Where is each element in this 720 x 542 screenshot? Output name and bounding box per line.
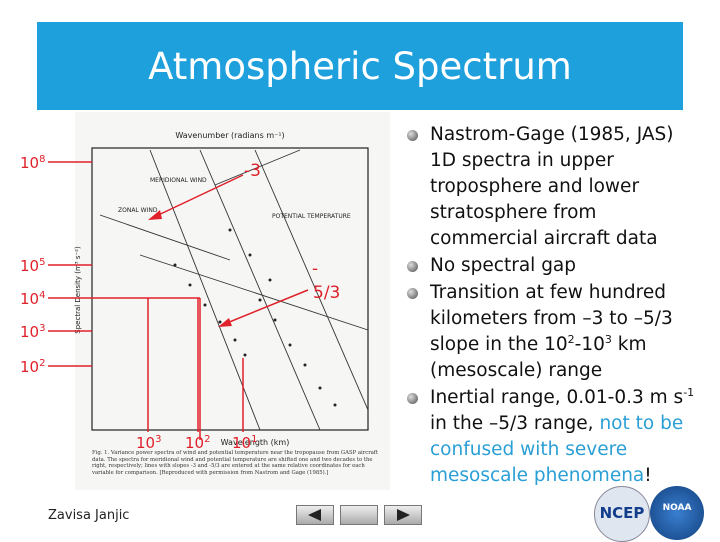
bullet-marker [407,261,418,272]
power-exponent: 5 [39,257,45,268]
arrow-head [218,318,232,327]
bullet-text: Nastrom-Gage (1985, JAS) 1D spectra in u… [430,124,674,249]
bullet-text: km (mesoscale) range [430,334,647,381]
power-label: 102 [20,358,45,376]
bullet-text: in the –5/3 range, [430,413,600,434]
highlight-text: not to be confused with severe mesoscale… [430,413,684,486]
plot-frame [91,147,369,431]
power-base: 10 [20,358,39,376]
power-label: 103 [20,323,45,341]
slope-label: - [312,259,318,279]
logo-text: NCEP [599,504,645,522]
power-exponent: 2 [39,358,45,369]
power-exponent: 4 [39,290,45,301]
home-button[interactable] [340,505,378,525]
data-points [173,228,337,407]
next-button[interactable] [384,505,422,525]
slide-title: Atmospheric Spectrum [148,44,572,88]
curve-label: ZONAL WIND [118,207,158,214]
power-base: 10 [20,323,39,341]
title-banner: Atmospheric Spectrum [37,22,683,110]
superscript: -1 [683,385,695,399]
author: Zavisa Janjic [48,508,130,523]
power-base: 10 [20,290,39,308]
power-label: 104 [20,290,45,308]
bullet: No spectral gap [405,253,705,279]
slope-label: -3 [244,161,261,181]
curve-label: POTENTIAL TEMPERATURE [272,213,351,220]
bullet-text: Transition at few hundred kilometers fro… [430,282,673,355]
ncep-logo: NCEP [594,486,650,542]
bullet-marker [407,393,418,404]
power-label: 103 [136,434,161,452]
power-exponent: 1 [251,434,257,445]
power-base: 10 [232,434,251,452]
bullet: Transition at few hundred kilometers fro… [405,280,705,384]
bottom-axis-label: Wavelength (km) [221,438,290,447]
bullet-text: Inertial range, 0.01-0.3 m s [430,387,684,408]
y-axis-label: Spectral Density (m³ s⁻²) [74,246,82,334]
logo-text: NOAA [662,503,692,513]
bullet-list: Nastrom-Gage (1985, JAS) 1D spectra in u… [405,122,705,490]
bullet-text: ! [644,465,652,486]
power-base: 10 [20,154,39,172]
power-exponent: 2 [204,434,210,445]
curve-label: MERIDIONAL WIND [150,177,207,184]
superscript: 3 [604,332,612,346]
prev-button[interactable] [296,505,334,525]
slope-label: 5/3 [313,283,340,303]
arrow-head [148,210,162,220]
figure: Wavenumber (radians m⁻¹) Spectral Densit… [20,112,390,490]
figure-caption: Fig. 1. Variance power spectra of wind a… [92,450,378,476]
bullet-text: No spectral gap [430,255,577,276]
top-axis-label: Wavenumber (radians m⁻¹) [175,131,284,140]
annotation-lines [48,161,309,440]
power-base: 10 [20,257,39,275]
caption-box: Fig. 1. Variance power spectra of wind a… [92,450,378,476]
power-label: 101 [232,434,257,452]
power-label: 108 [20,154,45,172]
power-base: 10 [136,434,155,452]
power-label: 105 [20,257,45,275]
bullet-marker [407,130,418,141]
power-base: 10 [185,434,204,452]
bullet: Nastrom-Gage (1985, JAS) 1D spectra in u… [405,122,705,252]
superscript: 2 [567,332,575,346]
power-exponent: 3 [39,323,45,334]
power-exponent: 3 [155,434,161,445]
bullet: Inertial range, 0.01-0.3 m s-1 in the –5… [405,385,705,489]
power-label: 102 [185,434,210,452]
bullet-marker [407,288,418,299]
scan-background [75,112,390,490]
bullet-text: -10 [574,334,605,355]
spectral-lines [99,149,369,431]
noaa-logo: NOAA [650,486,704,540]
power-exponent: 8 [39,154,45,165]
